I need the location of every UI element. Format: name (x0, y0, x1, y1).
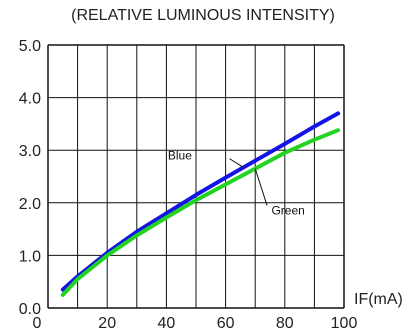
x-axis-label: IF(mA) (354, 291, 403, 308)
x-tick-label: 80 (276, 315, 294, 332)
grid (47, 44, 345, 309)
x-tick-label: 100 (331, 315, 358, 332)
y-tick-label: 1.0 (19, 248, 41, 265)
series-line-green (60, 128, 341, 297)
y-tick-labels: 0.0 1.0 2.0 3.0 4.0 5.0 (19, 38, 41, 318)
y-tick-label: 3.0 (19, 143, 41, 160)
x-tick-labels: 0 20 40 60 80 100 (33, 315, 358, 332)
y-tick-label: 2.0 (19, 196, 41, 213)
annotation-label: Green (271, 203, 304, 217)
x-tick-label: 20 (98, 315, 116, 332)
y-tick-label: 4.0 (19, 91, 41, 108)
chart-title: (RELATIVE LUMINOUS INTENSITY) (71, 7, 335, 24)
series-line-blue (60, 111, 341, 292)
series-group (60, 111, 341, 297)
x-tick-label: 0 (33, 315, 42, 332)
annotation-leader (229, 158, 244, 168)
annotations: Blue Green (168, 149, 305, 218)
annotation-label: Blue (168, 149, 192, 163)
x-tick-label: 60 (217, 315, 235, 332)
x-tick-label: 40 (158, 315, 176, 332)
y-tick-label: 0.0 (19, 301, 41, 318)
annotation-leader (254, 168, 268, 206)
y-tick-label: 5.0 (19, 38, 41, 55)
